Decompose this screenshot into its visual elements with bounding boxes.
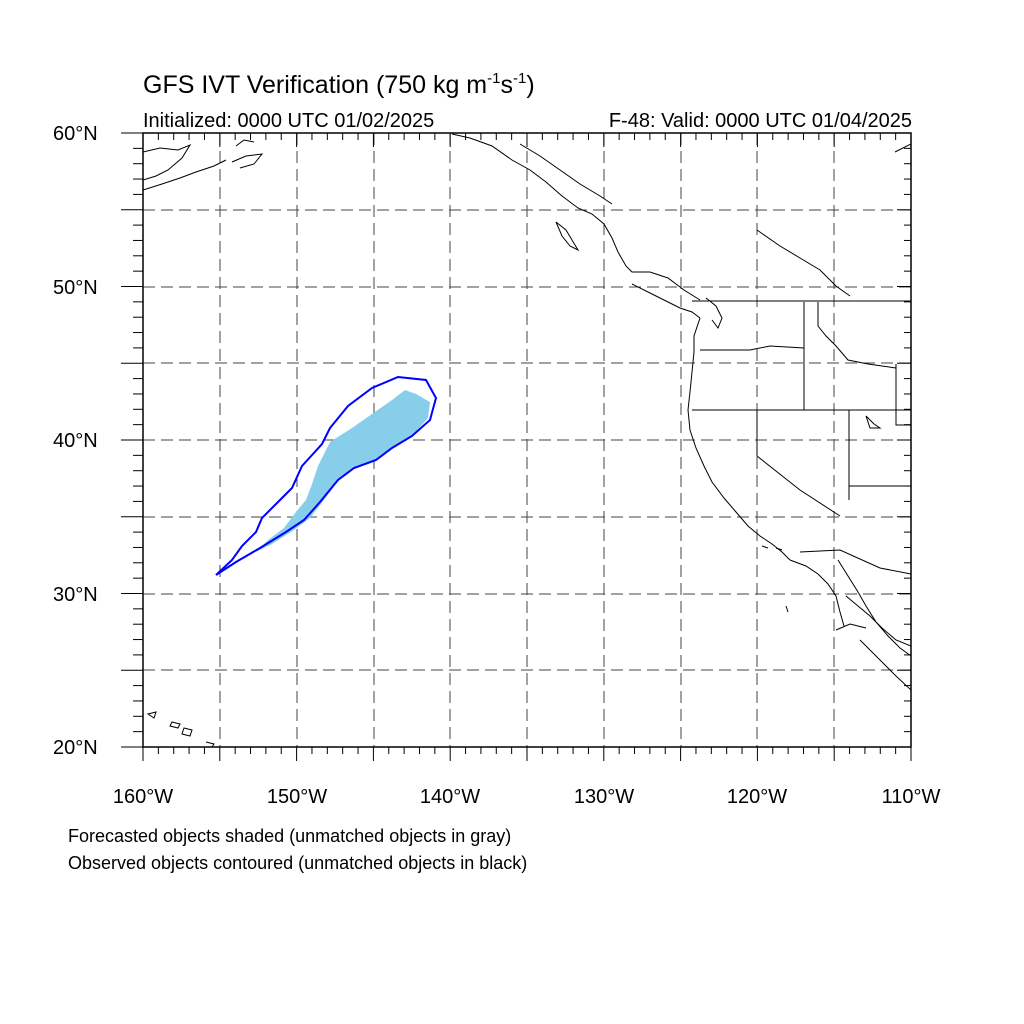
- lat-label-50n: 50°N: [53, 277, 98, 299]
- lon-label-150w: 150°W: [266, 786, 328, 808]
- lon-label-120w: 120°W: [726, 786, 788, 808]
- lon-label-140w: 140°W: [419, 786, 481, 808]
- lon-label-160w: 160°W: [112, 786, 174, 808]
- lat-label-20n: 20°N: [53, 737, 98, 759]
- coastline-borders: [143, 133, 911, 747]
- forecast-ivt-object: [256, 390, 430, 552]
- lat-label-60n: 60°N: [53, 123, 98, 145]
- valid-time: F-48: Valid: 0000 UTC 01/04/2025: [608, 110, 912, 132]
- lon-label-130w: 130°W: [573, 786, 635, 808]
- map-frame: [142, 132, 912, 748]
- observed-ivt-contour[interactable]: [215, 375, 438, 576]
- axis-ticks: [121, 132, 912, 761]
- lat-label-30n: 30°N: [53, 584, 98, 606]
- lat-lon-grid: [143, 133, 911, 747]
- lat-label-40n: 40°N: [53, 430, 98, 452]
- legend-observed-note: Observed objects contoured (unmatched ob…: [68, 853, 528, 873]
- map-title: GFS IVT Verification (750 kg m-1s-1): [143, 70, 535, 99]
- legend-forecast-note: Forecasted objects shaded (unmatched obj…: [68, 826, 512, 846]
- lon-label-110w: 110°W: [881, 786, 941, 808]
- initialized-time: Initialized: 0000 UTC 01/02/2025: [143, 110, 435, 132]
